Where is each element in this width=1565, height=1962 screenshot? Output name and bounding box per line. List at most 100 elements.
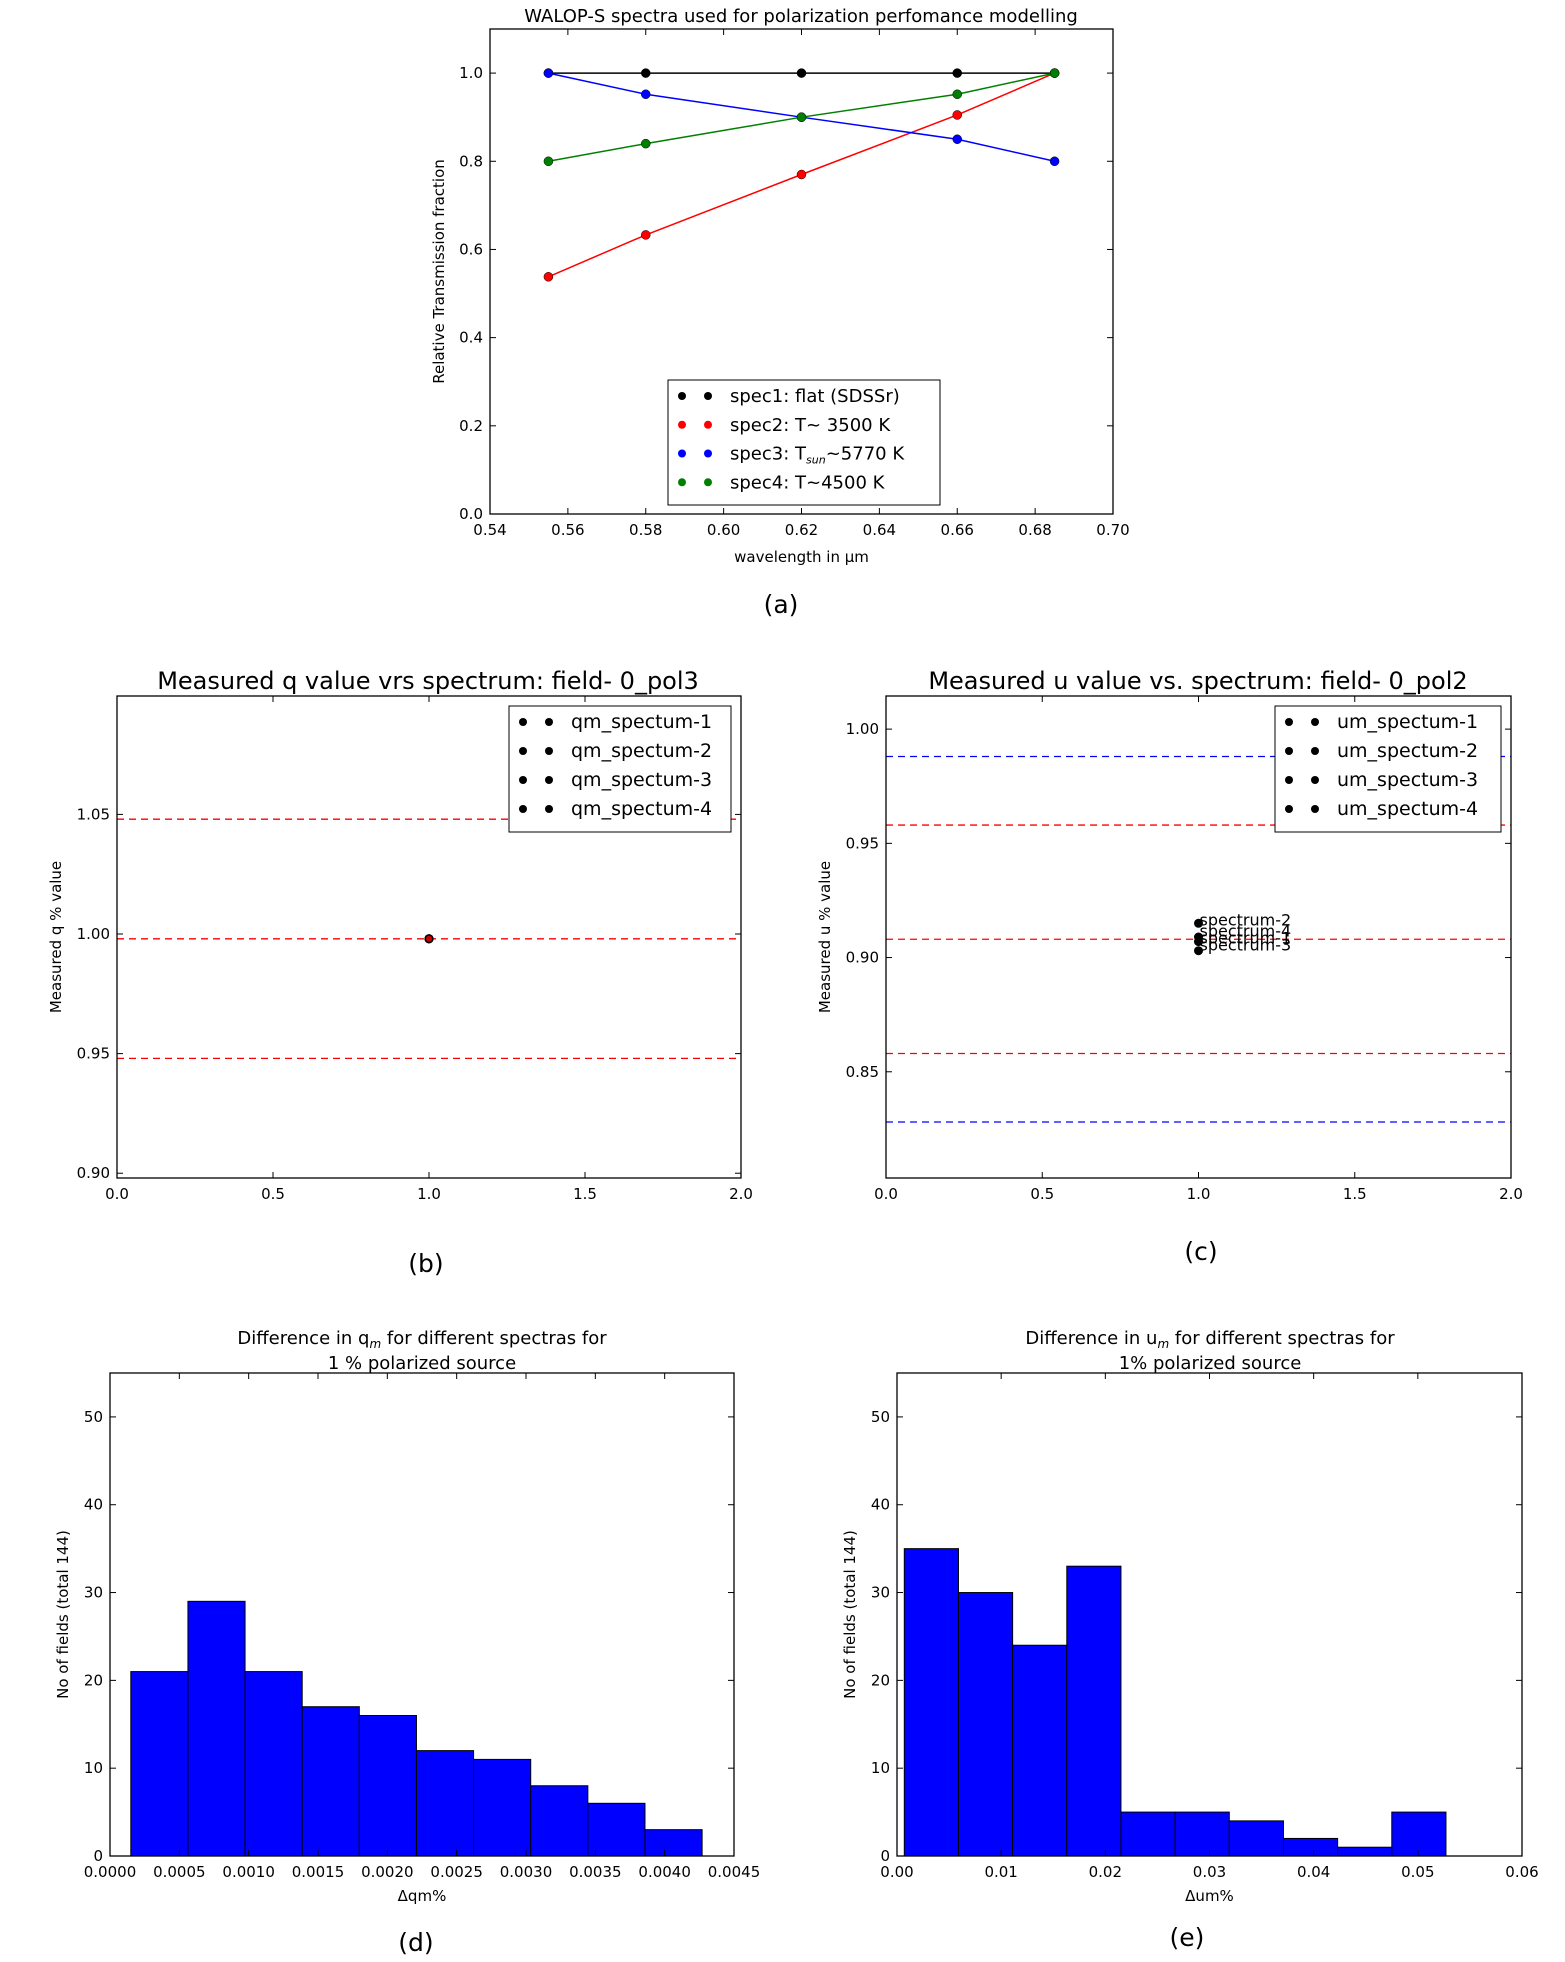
data-point [543, 156, 554, 167]
histogram-bar [473, 1758, 532, 1857]
data-point [641, 138, 651, 149]
legend-marker [678, 420, 686, 429]
legend-label-text: spec1: flat (SDSSr) [730, 386, 900, 407]
data-point [1194, 918, 1203, 928]
chart-title: Measured u value vs. spectrum: field- 0_… [928, 667, 1467, 695]
y-tick-label: 30 [84, 1584, 103, 1602]
data-point [952, 89, 962, 100]
legend-label-text: um_spectum-2 [1337, 740, 1478, 762]
x-tick-label: 1.5 [573, 1185, 597, 1203]
y-axis-label: Measured u % value [816, 861, 834, 1013]
y-tick-label: 1.0 [459, 64, 483, 82]
x-tick-label: 0.05 [1401, 1863, 1434, 1881]
y-axis-label: Relative Transmission fraction [430, 159, 448, 384]
legend-label: um_spectum-1 [1337, 711, 1478, 733]
point-annotation: spectrum-4 [1200, 922, 1292, 941]
y-tick-label: 10 [871, 1759, 890, 1777]
histogram-bar [358, 1714, 417, 1857]
x-tick-label: 0.01 [984, 1863, 1017, 1881]
chart-title: Difference in um for different spectras … [1025, 1328, 1395, 1351]
legend-label: spec4: T~4500 K [730, 472, 886, 493]
x-axis-label: Δqm% [398, 1887, 447, 1905]
data-point [1194, 946, 1203, 956]
data-point [641, 230, 651, 240]
legend-marker [519, 776, 527, 784]
y-tick-label: 40 [84, 1496, 103, 1514]
y-tick-label: 0.90 [77, 1164, 110, 1182]
x-tick-label: 0.70 [1096, 521, 1129, 539]
x-tick-label: 0.0040 [638, 1863, 691, 1881]
data-point [952, 68, 962, 78]
x-tick-label: 0.0005 [153, 1863, 206, 1881]
panel-caption: (b) [408, 1249, 443, 1278]
legend-label-text: spec2: T~ 3500 K [730, 415, 891, 436]
legend-marker [1285, 718, 1293, 726]
legend-label-text: spec3: T [730, 444, 807, 465]
x-tick-label: 0.62 [785, 521, 818, 539]
y-tick-label: 0.4 [459, 329, 483, 347]
histogram-bar [301, 1706, 360, 1857]
y-tick-label: 50 [871, 1408, 890, 1426]
x-tick-label: 1.5 [1343, 1185, 1367, 1203]
panel-caption: (c) [1184, 1237, 1217, 1266]
histogram-bar [903, 1548, 959, 1857]
data-point [796, 169, 807, 180]
panel-caption: (a) [764, 590, 799, 619]
chart-title: Difference in qm for different spectras … [237, 1328, 607, 1351]
panel-caption: (d) [398, 1928, 433, 1957]
data-point [1049, 156, 1060, 167]
legend-marker [678, 392, 686, 400]
legend-marker [519, 718, 527, 726]
legend-marker [519, 805, 527, 813]
y-axis-label: Measured q % value [47, 861, 65, 1013]
y-tick-label: 0 [93, 1847, 103, 1865]
legend-marker [519, 747, 527, 755]
legend-label: qm_spectum-1 [571, 711, 712, 733]
x-tick-label: 0.0045 [708, 1863, 761, 1881]
y-tick-label: 0.95 [846, 834, 879, 852]
legend-label: spec3: Tsun~5770 K [730, 444, 905, 467]
chart-title-line2: 1% polarized source [1119, 1353, 1302, 1374]
histogram-bar [130, 1671, 189, 1857]
legend-label: qm_spectum-4 [571, 798, 712, 820]
y-tick-label: 0.90 [846, 949, 879, 967]
histogram-bar [1066, 1565, 1122, 1857]
x-tick-label: 2.0 [1499, 1185, 1523, 1203]
data-point [641, 68, 651, 78]
legend-marker [678, 478, 686, 487]
legend-label: um_spectum-4 [1337, 798, 1478, 820]
point-annotation: spectrum-2 [1200, 910, 1292, 929]
x-tick-label: 0.5 [1030, 1185, 1054, 1203]
panel-c-u-value-chart: Measured u value vs. spectrum: field- 0_… [816, 667, 1523, 1266]
y-tick-label: 0.0 [459, 505, 483, 523]
x-tick-label: 0.0030 [500, 1863, 553, 1881]
data-point [796, 112, 807, 122]
y-tick-label: 30 [871, 1584, 890, 1602]
histogram-bar [1391, 1811, 1447, 1857]
panel-d-q-histogram: Difference in qm for different spectras … [54, 1328, 760, 1957]
data-point [543, 272, 554, 282]
histogram-bar [530, 1785, 589, 1857]
x-tick-label: 0.66 [941, 521, 974, 539]
legend-label-subscript: sun [806, 454, 826, 467]
legend-label-tail: ~5770 K [826, 444, 906, 465]
plot-frame [109, 1372, 735, 1857]
y-tick-label: 1.00 [846, 720, 879, 738]
data-point [1194, 932, 1203, 942]
legend-label-text: qm_spectum-1 [571, 711, 712, 733]
x-tick-label: 0.0035 [569, 1863, 622, 1881]
y-axis-label: No of fields (total 144) [54, 1530, 72, 1699]
x-tick-label: 0.60 [707, 521, 740, 539]
histogram-bar [1337, 1846, 1393, 1857]
legend-label-text: qm_spectum-2 [571, 740, 712, 762]
legend-marker [678, 449, 686, 458]
x-tick-label: 0.0 [105, 1185, 129, 1203]
chart-title-tail: for different spectras for [1169, 1328, 1395, 1349]
panel-caption: (e) [1170, 1923, 1205, 1952]
y-tick-label: 10 [84, 1759, 103, 1777]
chart-title-text: Measured u value vs. spectrum: field- 0_… [928, 667, 1467, 695]
histogram-bar [644, 1829, 703, 1857]
legend-label: um_spectum-2 [1337, 740, 1478, 762]
legend-marker [1311, 718, 1319, 726]
histogram-bar [244, 1671, 303, 1857]
